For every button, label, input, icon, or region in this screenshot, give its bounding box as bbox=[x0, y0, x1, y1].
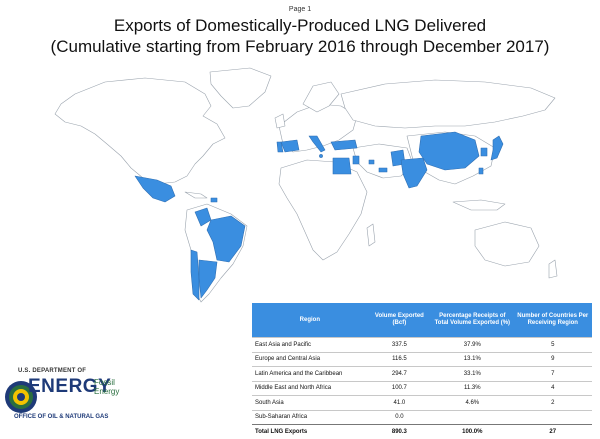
fossil-energy-text: Fossil Energy bbox=[94, 378, 134, 396]
country-dominican-republic bbox=[210, 197, 218, 203]
cell-total-region: Total LNG Exports bbox=[252, 424, 368, 439]
land-cuba bbox=[184, 191, 208, 199]
lng-exports-table: Region Volume Exported (Bcf) Percentage … bbox=[252, 303, 592, 439]
cell-count: 7 bbox=[513, 366, 592, 381]
cell-volume: 294.7 bbox=[367, 366, 432, 381]
col-header-count: Number of Countries Per Receiving Region bbox=[513, 303, 592, 338]
cell-total-percent: 100.0% bbox=[431, 424, 514, 439]
cell-region: East Asia and Pacific bbox=[252, 337, 368, 352]
cell-region: Latin America and the Caribbean bbox=[252, 366, 368, 381]
land-greenland bbox=[209, 67, 272, 109]
land-australia bbox=[474, 221, 540, 267]
country-brazil bbox=[206, 215, 246, 263]
cell-volume: 41.0 bbox=[367, 395, 432, 410]
land-scandinavia bbox=[302, 81, 340, 113]
doe-fossil-energy-logo: U.S. DEPARTMENT OF ENERGY Fossil Energy … bbox=[4, 368, 134, 430]
land-new-zealand bbox=[548, 259, 558, 279]
col-header-percent: Percentage Receipts of Total Volume Expo… bbox=[431, 303, 514, 338]
office-text: OFFICE OF OIL & NATURAL GAS bbox=[14, 414, 109, 420]
doe-seal-icon bbox=[5, 381, 37, 413]
cell-volume: 0.0 bbox=[367, 409, 432, 425]
cell-total-volume: 890.3 bbox=[367, 424, 432, 439]
country-argentina bbox=[198, 259, 218, 299]
country-malta bbox=[319, 154, 323, 158]
col-header-volume: Volume Exported (Bcf) bbox=[367, 303, 432, 338]
cell-volume: 100.7 bbox=[367, 380, 432, 396]
page-subtitle: (Cumulative starting from February 2016 … bbox=[50, 37, 550, 56]
table-row: South Asia 41.0 4.6% 2 bbox=[252, 395, 592, 410]
country-china bbox=[418, 131, 480, 171]
cell-percent: 37.9% bbox=[431, 337, 514, 352]
cell-region: South Asia bbox=[252, 395, 368, 410]
country-japan bbox=[490, 135, 504, 161]
cell-percent: 11.3% bbox=[431, 380, 514, 396]
country-italy bbox=[308, 135, 326, 153]
cell-count: 2 bbox=[513, 395, 592, 410]
page-label: Page 1 bbox=[288, 6, 312, 13]
page-title: Exports of Domestically-Produced LNG Del… bbox=[113, 16, 487, 35]
doe-department-text: U.S. DEPARTMENT OF bbox=[18, 368, 87, 374]
cell-count bbox=[513, 409, 592, 425]
cell-region: Sub-Saharan Africa bbox=[252, 409, 368, 425]
country-chile bbox=[190, 249, 200, 301]
fossil-line-1: Fossil bbox=[94, 378, 115, 387]
table-row: Europe and Central Asia 116.5 13.1% 9 bbox=[252, 351, 592, 367]
cell-region: Europe and Central Asia bbox=[252, 351, 368, 367]
cell-percent: 13.1% bbox=[431, 351, 514, 367]
col-header-region: Region bbox=[252, 303, 368, 338]
land-madagascar bbox=[366, 223, 376, 247]
fossil-line-2: Energy bbox=[94, 387, 120, 396]
cell-percent: 33.1% bbox=[431, 366, 514, 381]
cell-volume: 116.5 bbox=[367, 351, 432, 367]
doe-energy-wordmark: ENERGY bbox=[28, 376, 112, 397]
country-egypt bbox=[332, 157, 352, 175]
country-uae bbox=[378, 167, 388, 173]
table-header-row: Region Volume Exported (Bcf) Percentage … bbox=[252, 303, 592, 338]
world-map bbox=[35, 64, 575, 304]
cell-percent: 4.6% bbox=[431, 395, 514, 410]
land-russia bbox=[340, 79, 556, 129]
table-row: Latin America and the Caribbean 294.7 33… bbox=[252, 366, 592, 381]
country-mexico bbox=[134, 175, 176, 203]
land-indonesia bbox=[452, 199, 506, 211]
cell-volume: 337.5 bbox=[367, 337, 432, 352]
table-row: Middle East and North Africa 100.7 11.3%… bbox=[252, 380, 592, 396]
land-africa bbox=[278, 159, 368, 261]
cell-percent bbox=[431, 409, 514, 425]
land-north-america bbox=[54, 77, 226, 185]
land-uk bbox=[274, 113, 286, 129]
cell-count: 5 bbox=[513, 337, 592, 352]
table-row: East Asia and Pacific 337.5 37.9% 5 bbox=[252, 337, 592, 352]
table-row: Sub-Saharan Africa 0.0 bbox=[252, 409, 592, 425]
country-kuwait bbox=[368, 159, 375, 165]
cell-region: Middle East and North Africa bbox=[252, 380, 368, 396]
country-jordan bbox=[352, 155, 360, 165]
cell-count: 9 bbox=[513, 351, 592, 367]
country-portugal bbox=[276, 141, 284, 153]
cell-count: 4 bbox=[513, 380, 592, 396]
country-turkey bbox=[330, 139, 358, 151]
cell-total-count: 27 bbox=[513, 424, 592, 439]
country-india bbox=[400, 157, 428, 189]
country-south-korea bbox=[480, 147, 488, 157]
country-taiwan bbox=[478, 167, 484, 175]
world-map-svg bbox=[54, 67, 558, 303]
table-total-row: Total LNG Exports 890.3 100.0% 27 bbox=[252, 424, 592, 439]
country-spain bbox=[280, 139, 300, 153]
